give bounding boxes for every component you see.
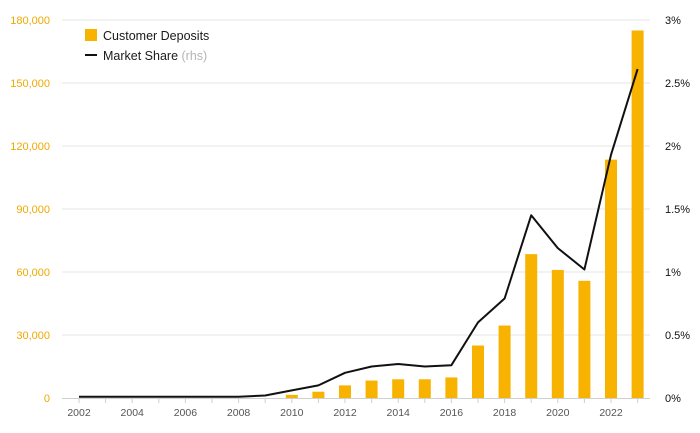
right-axis-tick-label: 1% [665, 267, 681, 279]
bar-2023 [631, 30, 644, 398]
right-axis-tick-label: 1.5% [665, 204, 690, 216]
right-axis-tick-label: 2% [665, 141, 681, 153]
legend-line-suffix: (rhs) [182, 49, 208, 63]
right-axis-tick-label: 3% [665, 15, 681, 27]
left-axis-tick-label: 120,000 [10, 141, 50, 153]
legend-line-label: Market Share [103, 49, 178, 63]
bar-2022 [605, 159, 617, 398]
bar-series [285, 30, 644, 398]
tick-labels: 0 30,000 60,000 90,000 120,000 150,000 180,000… [10, 15, 690, 419]
x-axis-tick-label: 2016 [440, 407, 464, 419]
x-axis-tick-label: 2020 [546, 407, 570, 419]
left-axis-tick-label: 90,000 [16, 204, 50, 216]
x-axis-tick-label: 2008 [227, 407, 251, 419]
x-axis-tick-label: 2012 [333, 407, 357, 419]
x-axis-tick-label: 2010 [280, 407, 304, 419]
x-axis-tick-label: 2004 [121, 407, 145, 419]
line-series [78, 68, 639, 398]
right-axis-tick-label: 2.5% [665, 78, 690, 90]
left-axis-tick-label: 150,000 [10, 78, 50, 90]
left-axis-tick-label: 60,000 [16, 267, 50, 279]
right-axis-tick-label: 0% [665, 393, 681, 405]
x-axis-tick-label: 2014 [387, 407, 411, 419]
bar-2012 [339, 385, 351, 398]
left-axis-tick-label: 180,000 [10, 15, 50, 27]
x-axis-tick-label: 2006 [174, 407, 198, 419]
x-axis-tick-label: 2018 [493, 407, 517, 419]
bar-2021 [578, 280, 591, 398]
bar-2010 [285, 394, 298, 398]
bar-2014 [392, 379, 405, 398]
bar-2013 [365, 380, 378, 398]
x-axis-tick-label: 2002 [67, 407, 91, 419]
bar-2016 [445, 377, 458, 398]
market-share-line [79, 68, 639, 398]
legend-line-text: Market Share (rhs) [103, 49, 207, 63]
left-axis-tick-label: 30,000 [16, 330, 50, 342]
axes [62, 398, 650, 403]
legend: Customer Deposits Market Share (rhs) [85, 29, 209, 63]
bar-2015 [418, 379, 431, 398]
bar-2011 [312, 391, 325, 398]
bar-2018 [498, 325, 511, 398]
bar-2019 [525, 254, 538, 398]
left-axis-tick-label: 0 [44, 393, 50, 405]
legend-bar-label: Customer Deposits [103, 29, 209, 43]
bar-2020 [551, 269, 564, 398]
x-axis-tick-label: 2022 [599, 407, 623, 419]
right-axis-tick-label: 0.5% [665, 330, 690, 342]
legend-bar-swatch [85, 29, 97, 41]
bar-2017 [472, 345, 484, 398]
